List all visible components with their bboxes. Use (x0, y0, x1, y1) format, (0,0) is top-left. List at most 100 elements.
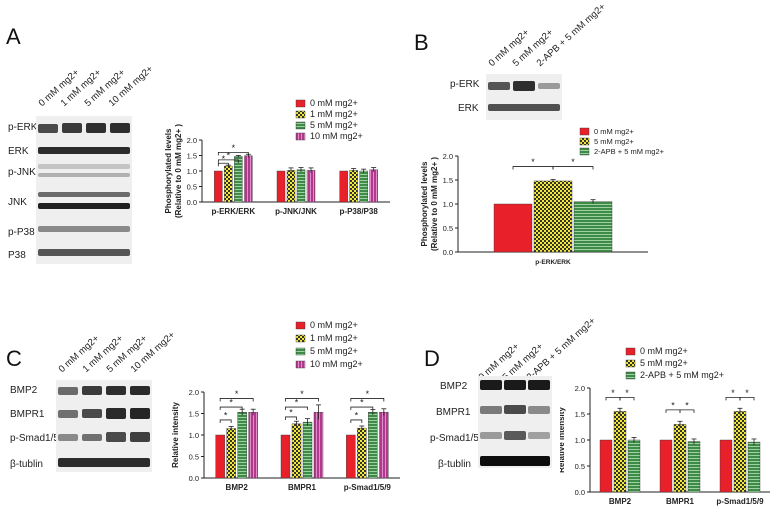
blot-band (38, 173, 130, 177)
panel-a-row-label-6: P38 (8, 250, 26, 261)
bar (291, 423, 302, 479)
bar (248, 412, 258, 479)
y-tick-label: 2.0 (187, 136, 197, 145)
significance-bracket (217, 159, 239, 163)
blot-band (480, 456, 550, 466)
significance-bracket (219, 419, 232, 423)
bar (276, 170, 286, 203)
panel-c-letter: C (6, 346, 22, 371)
significance-star: * (625, 388, 629, 398)
blot-band (513, 81, 535, 91)
blot-band (58, 410, 78, 418)
bar (733, 411, 747, 493)
panel-c-row-label-2: BMPR1 (10, 409, 45, 420)
panel-a-row-label-2: ERK (8, 146, 29, 157)
y-tick-label: 0.5 (575, 462, 585, 471)
blot-band (58, 387, 78, 395)
bar (296, 169, 306, 203)
panel-d-row-label-4: β-tublin (438, 459, 471, 470)
significance-star: * (671, 400, 675, 410)
x-category-label: p-ERK/ERK (212, 207, 256, 216)
x-category-label: BMP2 (226, 483, 249, 492)
panel-a-row-label-5: p-P38 (8, 227, 35, 238)
y-tick-label: 0.0 (443, 248, 453, 257)
y-axis-label: Phosphorylated levels (164, 128, 173, 213)
significance-star: * (289, 407, 293, 417)
blot-band (86, 123, 106, 133)
bar (627, 439, 641, 493)
significance-bracket (350, 406, 374, 411)
blot-band (62, 123, 82, 133)
y-tick-label: 2.0 (189, 388, 199, 397)
blot-band (504, 380, 526, 390)
legend-label: 0 mM mg2+ (310, 98, 358, 108)
legend-swatch (579, 137, 590, 146)
blot-band (38, 226, 130, 232)
bar (244, 155, 253, 203)
legend-swatch (295, 99, 306, 108)
significance-bracket (285, 416, 297, 420)
bar (687, 441, 701, 493)
legend-swatch (579, 147, 590, 156)
legend-swatch (295, 110, 306, 119)
panel-b-bar-chart: 0.0 0.5 1.0 1.5 2.0 Phosphorylated levels (Rel… (420, 127, 665, 266)
panel-d-letter: D (424, 346, 440, 371)
legend-label: 2-APB + 5 mM mg2+ (640, 370, 724, 380)
significance-star: * (235, 389, 239, 399)
significance-star: * (360, 398, 364, 408)
blot-band (106, 432, 126, 442)
significance-star: * (685, 400, 689, 410)
x-category-label: p-JNK/JNK (275, 207, 317, 216)
panel-a-row-label-4: JNK (8, 197, 27, 208)
panel-b-letter: B (414, 30, 429, 55)
panel-d-bar-chart: 0.0 0.5 1.0 1.5 2.0 Relative intensity BMP2 BMP… (560, 346, 770, 506)
significance-bracket (217, 152, 249, 156)
bar (286, 170, 296, 203)
significance-bracket (219, 406, 243, 411)
panel-d-row-label-2: BMPR1 (436, 407, 471, 418)
bar (349, 170, 358, 203)
legend-label: 0 mM mg2+ (594, 127, 634, 136)
y-tick-label: 0.5 (189, 453, 199, 462)
significance-star: * (366, 389, 370, 399)
x-category-label: p-Smad1/5/9 (716, 497, 764, 506)
blot-band (538, 83, 560, 89)
blot-band (82, 434, 102, 441)
legend-swatch (295, 334, 306, 343)
significance-star: * (224, 410, 228, 420)
blot-band (504, 405, 526, 414)
blot-band (38, 124, 58, 133)
significance-star: * (355, 410, 359, 420)
panel-d-row-label-3: p-Smad1/5/9 (430, 433, 488, 444)
significance-bracket (552, 166, 594, 170)
bar (719, 439, 733, 493)
panel-a-western-blot (36, 116, 132, 264)
legend-swatch (295, 347, 306, 356)
bar (214, 170, 223, 203)
panel-a-row-label-3: p-JNK (8, 167, 36, 178)
y-tick-label: 1.0 (443, 200, 453, 209)
bar (368, 412, 378, 479)
blot-band (106, 408, 126, 419)
y-tick-label: 0.0 (575, 488, 585, 497)
bar (379, 412, 389, 479)
significance-star: * (222, 154, 226, 164)
bar (280, 434, 291, 479)
legend-swatch (295, 132, 306, 141)
significance-star: * (611, 388, 615, 398)
significance-star: * (300, 389, 304, 399)
y-tick-label: 0.5 (443, 224, 453, 233)
legend-swatch (295, 121, 306, 130)
panel-d-row-label-1: BMP2 (440, 381, 468, 392)
bar (215, 434, 225, 479)
bar (613, 411, 627, 493)
legend-swatch (625, 347, 636, 356)
significance-bracket (285, 398, 319, 402)
significance-bracket (679, 409, 695, 413)
legend-swatch (625, 359, 636, 368)
legend-label: 5 mM mg2+ (310, 346, 358, 356)
legend-label: 5 mM mg2+ (640, 358, 688, 368)
blot-band (480, 432, 502, 439)
significance-star: * (227, 150, 231, 160)
